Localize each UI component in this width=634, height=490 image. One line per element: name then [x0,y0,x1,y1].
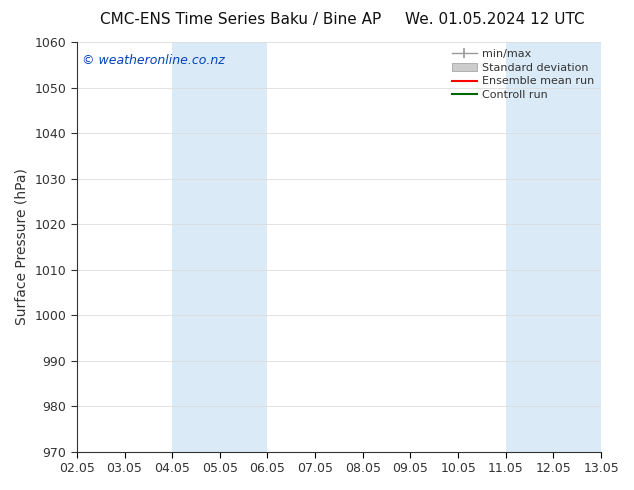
Text: We. 01.05.2024 12 UTC: We. 01.05.2024 12 UTC [404,12,585,27]
Legend: min/max, Standard deviation, Ensemble mean run, Controll run: min/max, Standard deviation, Ensemble me… [448,44,599,105]
Bar [506,42,601,452]
Y-axis label: Surface Pressure (hPa): Surface Pressure (hPa) [15,169,29,325]
Text: © weatheronline.co.nz: © weatheronline.co.nz [82,54,225,67]
Text: CMC-ENS Time Series Baku / Bine AP: CMC-ENS Time Series Baku / Bine AP [100,12,382,27]
Bar [172,42,268,452]
